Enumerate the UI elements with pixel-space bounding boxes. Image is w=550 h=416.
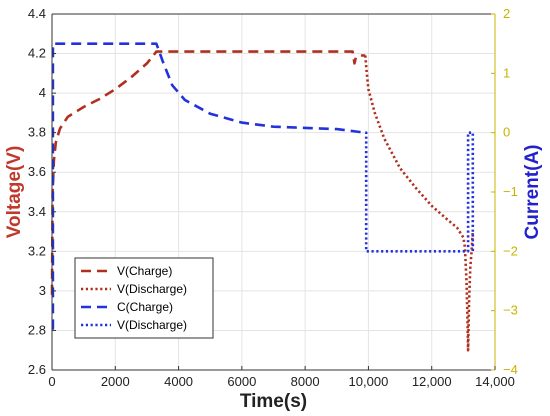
left-tick-label: 3.2: [28, 243, 46, 258]
legend: V(Charge) V(Discharge) C(Charge) V(Discharg…: [74, 257, 214, 339]
legend-label: V(Charge): [117, 264, 172, 278]
right-tick-label: 0: [503, 125, 510, 140]
tick-labels: 0 2000 4000 6000 8000 10,000 12,000 14,000 2.6 2.…: [28, 6, 518, 389]
right-tick-label: 2: [503, 6, 510, 21]
right-tick-label: 1: [503, 65, 510, 80]
left-tick-label: 4.4: [28, 6, 46, 21]
left-tick-label: 3: [39, 283, 46, 298]
x-tick-label: 10,000: [349, 374, 389, 389]
left-tick-label: 2.8: [28, 322, 46, 337]
right-tick-label: −3: [503, 303, 518, 318]
x-tick-label: 6000: [227, 374, 256, 389]
series-layer: [50, 42, 475, 352]
legend-label: V(Discharge): [117, 318, 187, 332]
axes: [51, 13, 496, 371]
x-tick-label: 2000: [101, 374, 130, 389]
series-line-2: [364, 55, 475, 352]
legend-label: C(Charge): [117, 300, 173, 314]
left-tick-label: 3.4: [28, 204, 46, 219]
x-tick-label: 8000: [291, 374, 320, 389]
left-tick-label: 3.6: [28, 164, 46, 179]
series-line-4: [364, 131, 475, 253]
right-tick-label: −2: [503, 243, 518, 258]
x-axis-title: Time(s): [240, 391, 307, 412]
right-tick-label: −4: [503, 362, 518, 377]
x-tick-label: 14,000: [475, 374, 515, 389]
left-tick-label: 2.6: [28, 362, 46, 377]
right-tick-label: −1: [503, 184, 518, 199]
x-tick-label: 4000: [164, 374, 193, 389]
x-tick-label: 0: [48, 374, 55, 389]
left-tick-label: 3.8: [28, 125, 46, 140]
left-axis-title: Voltage(V): [4, 146, 25, 239]
left-tick-label: 4: [39, 85, 46, 100]
legend-label: V(Discharge): [117, 282, 187, 296]
x-tick-label: 12,000: [412, 374, 452, 389]
series-line-3: [51, 42, 366, 330]
series-line-1: [50, 50, 366, 295]
right-axis-title: Current(A): [522, 145, 543, 240]
left-tick-label: 4.2: [28, 46, 46, 61]
